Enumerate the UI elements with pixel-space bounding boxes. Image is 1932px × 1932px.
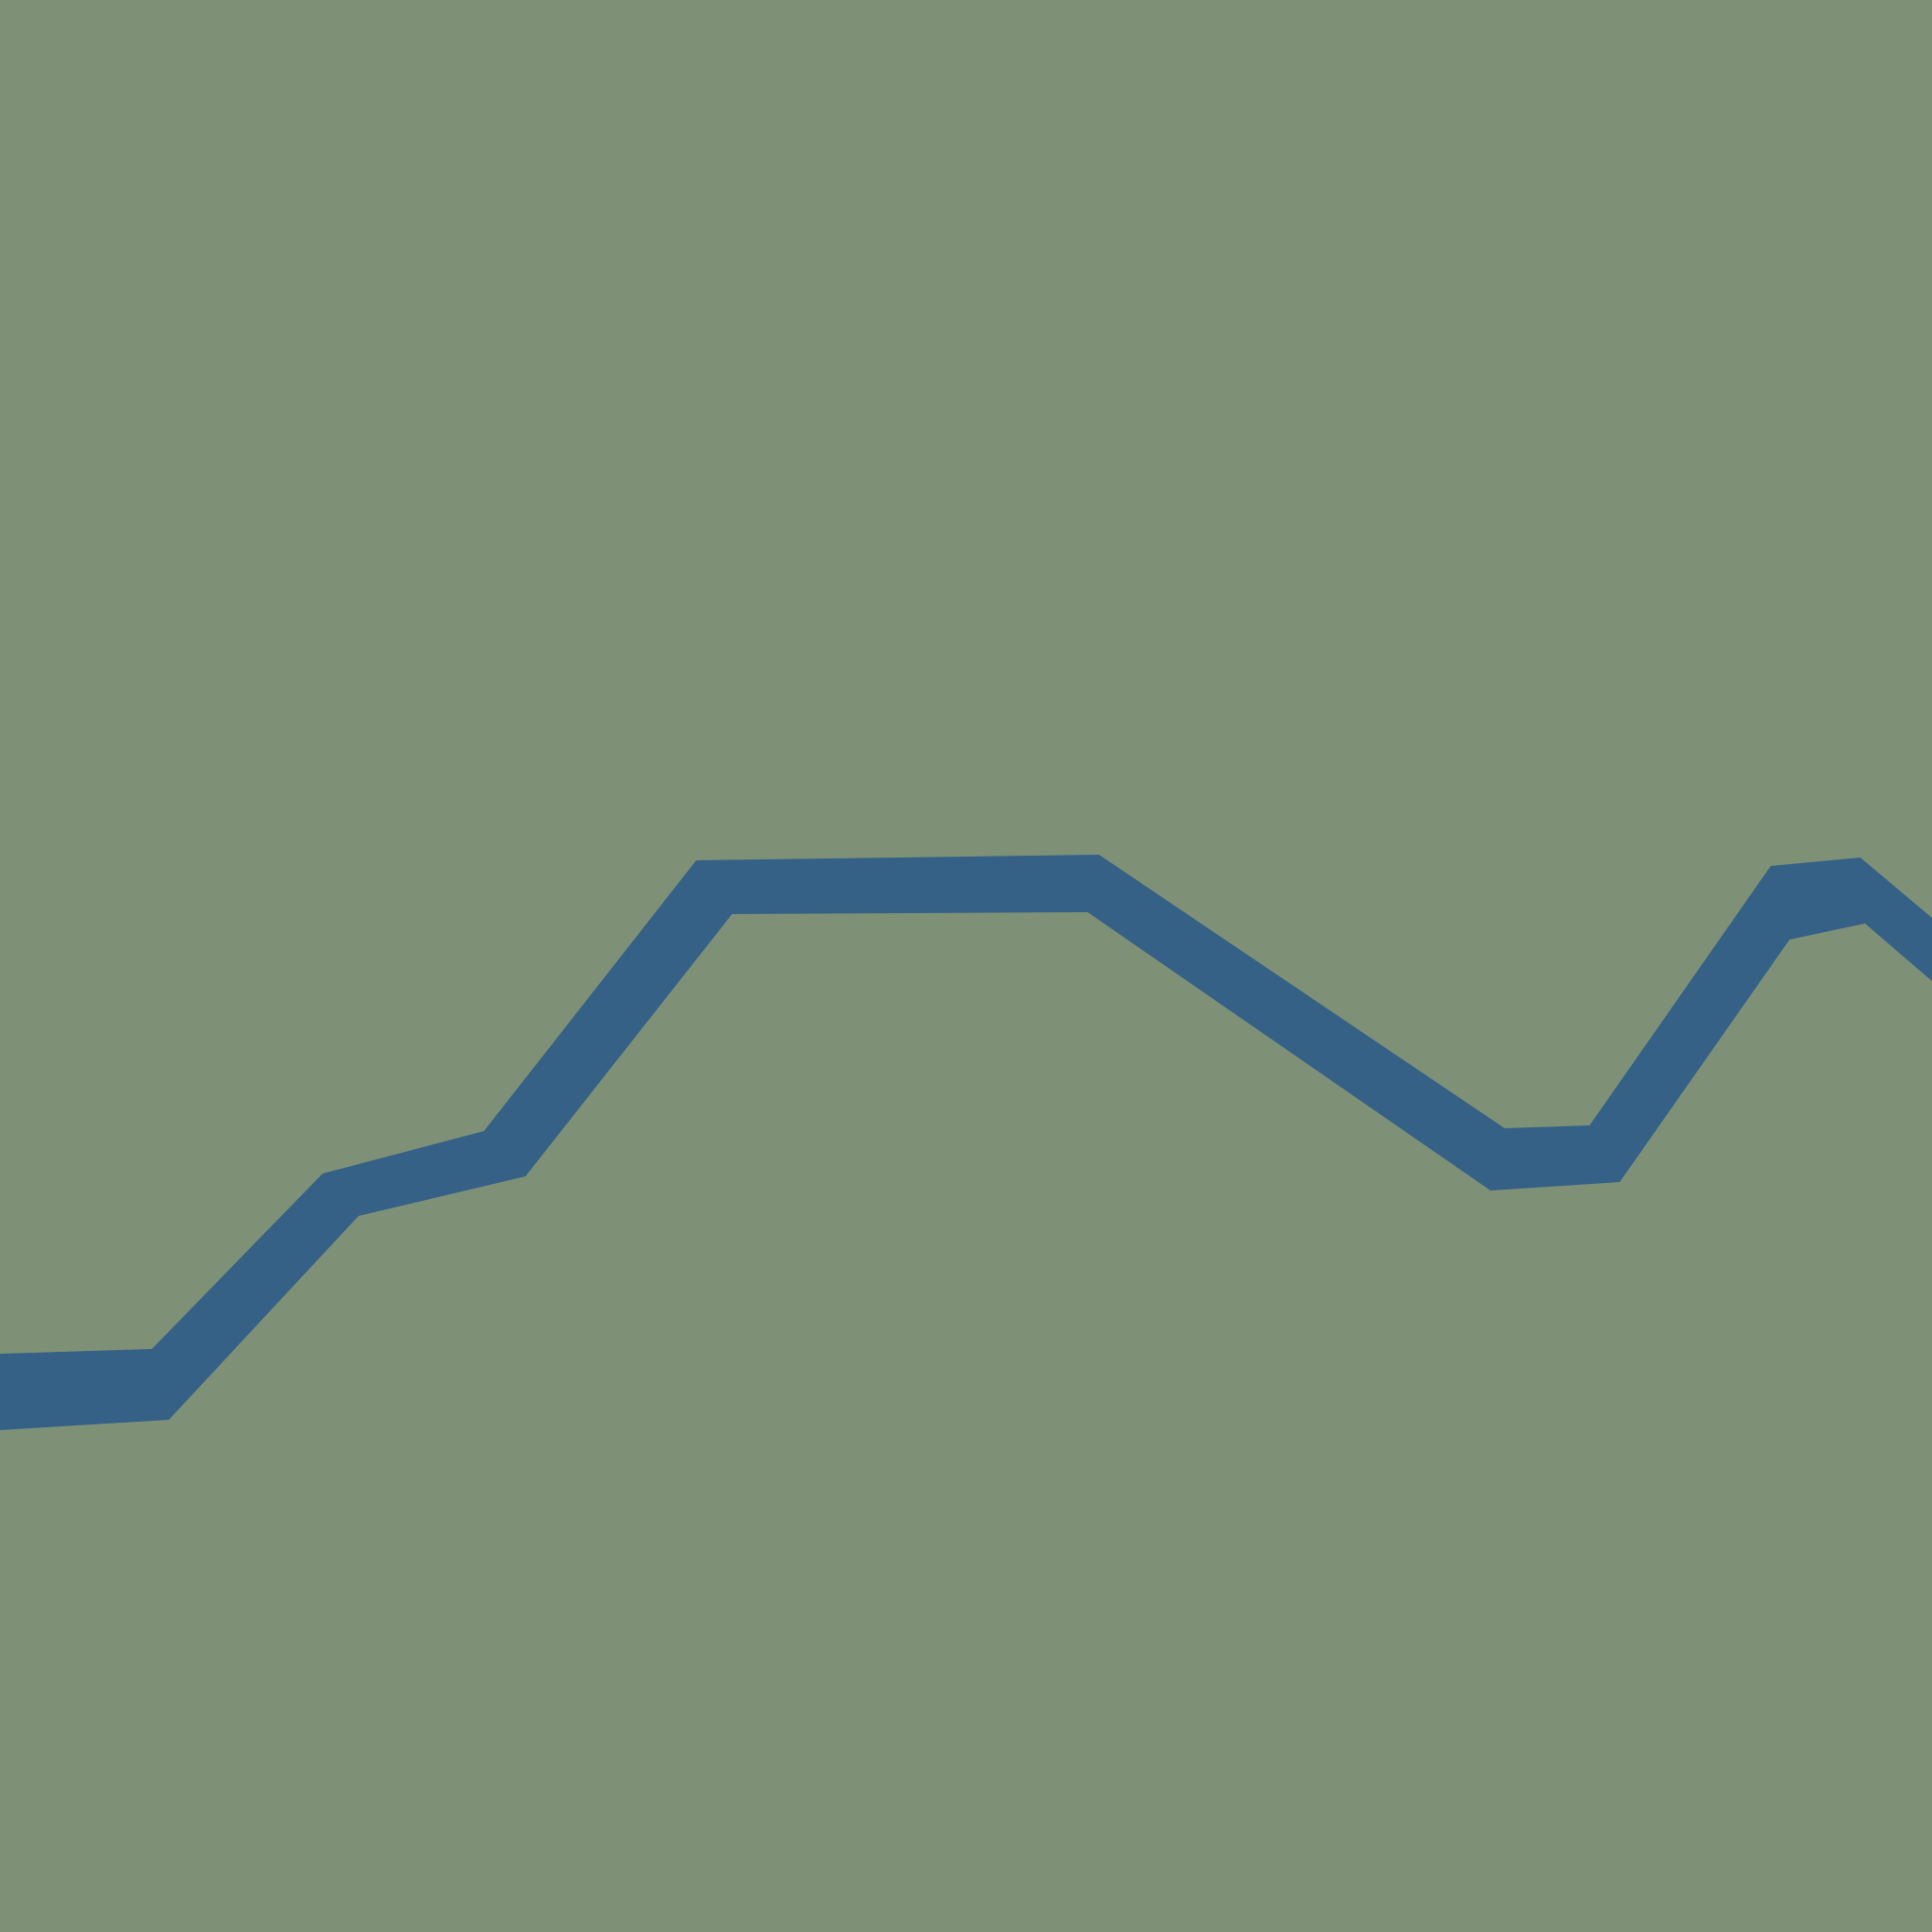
zigzag-band — [0, 855, 1932, 1430]
